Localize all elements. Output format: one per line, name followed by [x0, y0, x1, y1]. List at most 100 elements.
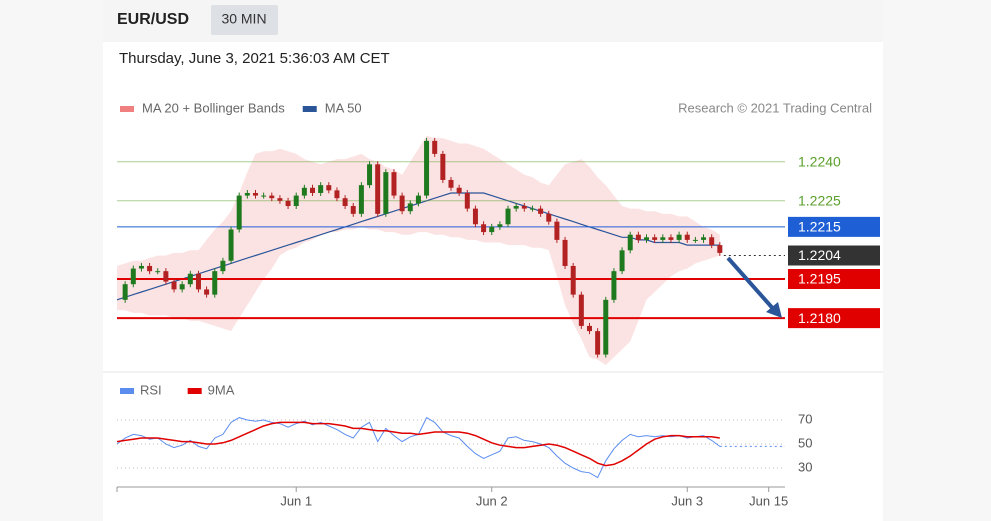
- candle: [293, 195, 299, 207]
- x-tick-label: Jun 3: [671, 493, 703, 508]
- candle: [619, 250, 625, 272]
- candle: [521, 206, 527, 209]
- candle: [252, 192, 258, 196]
- candle: [310, 187, 316, 193]
- candle: [635, 234, 641, 240]
- level-label: 1.2225: [798, 193, 841, 209]
- level-box: [788, 216, 880, 237]
- candle: [195, 273, 201, 290]
- candle: [440, 153, 446, 180]
- candle: [432, 140, 438, 154]
- candle: [204, 289, 210, 295]
- candle: [350, 206, 356, 214]
- candle: [179, 284, 185, 290]
- candle: [611, 271, 617, 300]
- candle: [122, 284, 128, 300]
- candle: [367, 164, 373, 186]
- candle: [578, 294, 584, 326]
- candle: [147, 265, 153, 272]
- candle: [277, 198, 283, 201]
- x-tick-label: Jun 15: [749, 493, 788, 508]
- candle: [358, 185, 364, 214]
- candle: [546, 213, 552, 222]
- candle: [652, 237, 658, 240]
- legend-swatch: [302, 106, 317, 112]
- candle: [155, 271, 161, 273]
- panel: EUR/USD 30 MIN Thursday, June 3, 2021 5:…: [103, 0, 883, 521]
- candle: [383, 172, 389, 214]
- candle: [301, 187, 307, 196]
- candle: [171, 281, 177, 290]
- legend-label: RSI: [140, 382, 162, 397]
- symbol: EUR/USD: [117, 11, 189, 28]
- legend-swatch: [120, 388, 134, 394]
- candle: [415, 195, 421, 204]
- candle: [701, 237, 707, 240]
- candle: [627, 234, 633, 251]
- candle: [220, 260, 226, 272]
- legend-label: MA 50: [325, 100, 362, 115]
- level-label: 1.2204: [798, 247, 841, 263]
- candle: [709, 237, 715, 246]
- candle: [448, 179, 454, 188]
- candle: [326, 185, 332, 191]
- legend-label: 9MA: [208, 382, 235, 397]
- rsi-chart: 30 50 70 Jun 1 Jun 2 Jun 3 Jun 15 RSI 9MA: [116, 382, 812, 508]
- level-label: 1.2195: [798, 271, 841, 287]
- candle: [668, 237, 674, 240]
- candle: [660, 237, 666, 240]
- candle: [285, 200, 291, 207]
- level-label: 1.2240: [798, 153, 841, 169]
- candle: [130, 268, 136, 285]
- candle: [399, 195, 405, 212]
- candle: [684, 234, 690, 240]
- candle: [269, 195, 275, 199]
- candle: [562, 239, 568, 266]
- y-tick-label: 50: [798, 435, 812, 450]
- candle: [513, 206, 519, 209]
- candle: [342, 198, 348, 207]
- candle: [163, 271, 169, 282]
- candle: [497, 224, 503, 227]
- level-box: [788, 308, 880, 329]
- legend-swatch: [120, 106, 134, 112]
- candle: [472, 208, 478, 225]
- candle: [424, 140, 430, 196]
- interval-badge[interactable]: [211, 5, 278, 35]
- candle: [595, 331, 601, 355]
- candle: [318, 185, 324, 193]
- level-box: [788, 268, 880, 289]
- rsi-line: [116, 416, 721, 479]
- candle: [244, 192, 250, 196]
- candle: [236, 195, 242, 230]
- interval[interactable]: 30 MIN: [221, 11, 266, 27]
- candle: [644, 237, 650, 240]
- candle: [554, 221, 560, 240]
- level-box: [788, 245, 880, 266]
- x-tick-label: Jun 1: [280, 493, 312, 508]
- bollinger-band: [117, 135, 720, 365]
- candle: [391, 172, 397, 196]
- credit: Research © 2021 Trading Central: [678, 100, 872, 115]
- candle: [187, 273, 193, 285]
- x-tick-label: Jun 2: [476, 493, 508, 508]
- candle: [464, 192, 470, 209]
- candle: [261, 195, 267, 197]
- level-label: 1.2180: [798, 310, 841, 326]
- candle: [717, 245, 723, 253]
- candle: [529, 208, 535, 210]
- forecast-arrow-head: [766, 302, 782, 318]
- candle: [505, 208, 511, 225]
- candle: [456, 187, 462, 193]
- candle: [570, 265, 576, 295]
- candle: [603, 299, 609, 355]
- forecast-arrow: [726, 256, 778, 314]
- candle: [212, 271, 218, 295]
- candle: [228, 229, 234, 261]
- y-tick-label: 30: [798, 459, 812, 474]
- level-label: 1.2215: [798, 219, 841, 235]
- price-chart: MA 20 + Bollinger Bands MA 50 1.2240 1.2225…: [116, 100, 880, 365]
- chart: EUR/USD 30 MIN Thursday, June 3, 2021 5:…: [103, 0, 883, 508]
- candle: [489, 226, 495, 233]
